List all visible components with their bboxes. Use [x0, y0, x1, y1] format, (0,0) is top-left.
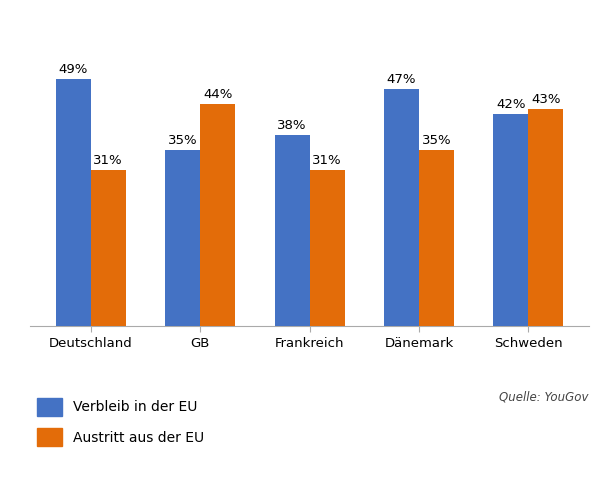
Text: 47%: 47%	[387, 73, 416, 86]
Text: 38%: 38%	[277, 119, 307, 132]
Bar	[90, 170, 126, 326]
Legend: Verbleib in der EU, Austritt aus der EU: Verbleib in der EU, Austritt aus der EU	[37, 398, 205, 446]
Text: 44%: 44%	[203, 88, 232, 101]
Bar	[384, 89, 419, 326]
Text: 31%: 31%	[312, 154, 342, 167]
Bar	[493, 114, 529, 326]
Text: 43%: 43%	[531, 93, 561, 106]
Bar	[419, 150, 454, 326]
Text: Quelle: YouGov: Quelle: YouGov	[500, 391, 589, 404]
Bar	[56, 79, 90, 326]
Bar	[274, 134, 310, 326]
Text: 42%: 42%	[496, 98, 526, 111]
Text: 35%: 35%	[168, 134, 197, 147]
Text: 31%: 31%	[93, 154, 123, 167]
Bar	[200, 104, 235, 326]
Text: 35%: 35%	[422, 134, 451, 147]
Bar	[310, 170, 345, 326]
Text: 49%: 49%	[58, 63, 88, 76]
Bar	[165, 150, 200, 326]
Bar	[529, 109, 563, 326]
